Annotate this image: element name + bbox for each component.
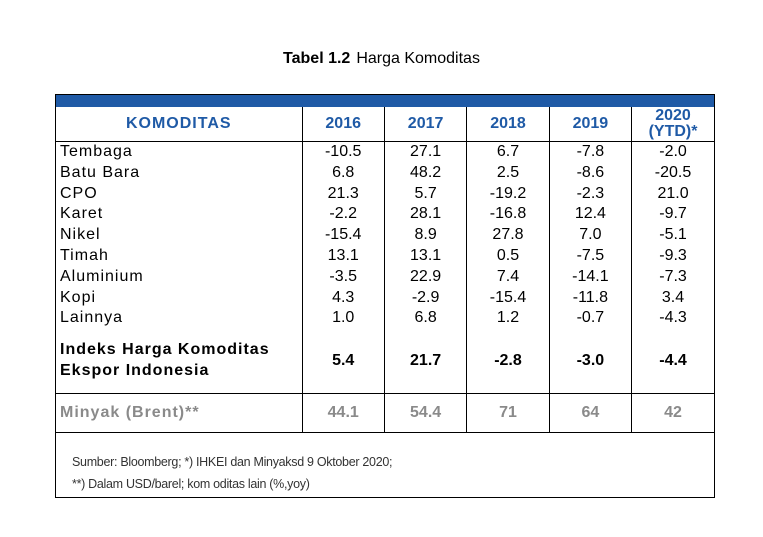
value-cell: -0.7 — [548, 308, 632, 330]
header-cell: 2018 — [466, 107, 550, 142]
value-cell: -9.7 — [631, 204, 714, 226]
table-header-row: KOMODITAS 2016 2017 2018 2019 2020 (YTD)… — [56, 107, 714, 142]
value-cell: 22.9 — [383, 266, 467, 288]
value-cell: 71 — [466, 393, 550, 434]
commodity-name-cell: Kopi — [60, 288, 97, 306]
source-line-1: Sumber: Bloomberg; *) IHKEI dan Minyaksd… — [72, 455, 393, 469]
value-cell: 6.7 — [466, 141, 550, 163]
commodity-table-frame: KOMODITAS 2016 2017 2018 2019 2020 (YTD)… — [55, 94, 715, 498]
commodity-name-cell: Minyak (Brent)** — [56, 393, 303, 434]
value-cell: 12.4 — [548, 204, 632, 226]
table-row: Timah 13.1 13.1 0.5 -7.5 -9.3 — [56, 245, 714, 267]
value-cell: -2.3 — [548, 183, 632, 205]
value-cell: 2.5 — [466, 162, 550, 184]
composite-row: Indeks Harga Komoditas Ekspor Indonesia 5… — [56, 329, 714, 395]
value-cell: 21.3 — [301, 183, 385, 205]
value-cell: 28.1 — [383, 204, 467, 226]
value-cell: 1.0 — [301, 308, 385, 330]
table-row: Kopi 4.3 -2.9 -15.4 -11.8 3.4 — [56, 287, 714, 309]
value-cell: -5.1 — [631, 225, 714, 246]
value-cell: -2.0 — [631, 141, 714, 163]
value-cell: -7.5 — [548, 245, 632, 267]
value-cell: 6.8 — [383, 308, 467, 330]
value-cell: 27.1 — [383, 141, 467, 163]
value-cell: 5.7 — [383, 183, 467, 205]
commodity-name-cell: Nikel — [60, 226, 101, 244]
value-cell: 7.0 — [548, 225, 632, 246]
table-row: Lainnya 1.0 6.8 1.2 -0.7 -4.3 — [56, 308, 714, 330]
value-cell: -9.3 — [631, 245, 714, 267]
value-cell: -3.0 — [548, 329, 632, 395]
caption-number: Tabel 1.2 — [283, 50, 351, 67]
value-cell: 27.8 — [466, 225, 550, 246]
value-cell: -16.8 — [466, 204, 550, 226]
value-cell: 8.9 — [383, 225, 467, 246]
value-cell: 64 — [548, 393, 632, 434]
table-row: Batu Bara 6.8 48.2 2.5 -8.6 -20.5 — [56, 162, 714, 184]
caption-title: Harga Komoditas — [356, 50, 480, 67]
value-cell: -10.5 — [301, 141, 385, 163]
value-cell: -2.2 — [301, 204, 385, 226]
header-cell: KOMODITAS — [56, 107, 303, 142]
value-cell: 1.2 — [466, 308, 550, 330]
commodity-name-cell: CPO — [60, 184, 98, 202]
value-cell: 13.1 — [383, 245, 467, 267]
header-cell: 2016 — [301, 107, 385, 142]
commodity-name-cell: Batu Bara — [60, 163, 141, 181]
source-note: Sumber: Bloomberg; *) IHKEI dan Minyaksd… — [72, 451, 392, 495]
value-cell: -2.9 — [383, 287, 467, 309]
commodity-name-cell: Tembaga — [60, 143, 133, 160]
value-cell: -7.3 — [631, 266, 714, 288]
value-cell: -11.8 — [548, 287, 632, 309]
value-cell: -2.8 — [466, 329, 550, 395]
header-cell: 2020 (YTD)* — [631, 107, 714, 142]
value-cell: -3.5 — [301, 266, 385, 288]
value-cell: -4.4 — [631, 329, 714, 395]
header-cell: 2017 — [383, 107, 467, 142]
commodity-name-cell: Timah — [60, 246, 109, 264]
value-cell: 42 — [631, 393, 714, 434]
table-top-bar — [56, 95, 714, 107]
value-cell: -7.8 — [548, 141, 632, 163]
table-row: Karet -2.2 28.1 -16.8 12.4 -9.7 — [56, 204, 714, 226]
value-cell: 21.0 — [631, 183, 714, 205]
value-cell: 13.1 — [301, 245, 385, 267]
commodity-name-cell: Karet — [60, 205, 104, 223]
value-cell: 48.2 — [383, 162, 467, 184]
value-cell: 44.1 — [301, 393, 385, 434]
value-cell: -15.4 — [466, 287, 550, 309]
header-cell: 2019 — [548, 107, 632, 142]
value-cell: 0.5 — [466, 245, 550, 267]
table-row: CPO 21.3 5.7 -19.2 -2.3 21.0 — [56, 183, 714, 205]
value-cell: -20.5 — [631, 162, 714, 184]
source-line-2: **) Dalam USD/barel; kom oditas lain (%,… — [72, 477, 310, 491]
value-cell: 21.7 — [383, 329, 467, 395]
table-caption: Tabel 1.2 Harga Komoditas — [0, 50, 763, 68]
table-row: Tembaga -10.5 27.1 6.7 -7.8 -2.0 — [56, 141, 714, 163]
value-cell: 4.3 — [301, 287, 385, 309]
value-cell: -4.3 — [631, 308, 714, 330]
table-row: Aluminium -3.5 22.9 7.4 -14.1 -7.3 — [56, 266, 714, 288]
oil-row: Minyak (Brent)** 44.1 54.4 71 64 42 — [56, 393, 714, 434]
header-cell-text: 2020 (YTD)* — [648, 107, 698, 140]
value-cell: 3.4 — [631, 287, 714, 309]
value-cell: -19.2 — [466, 183, 550, 205]
value-cell: 6.8 — [301, 162, 385, 184]
value-cell: -14.1 — [548, 266, 632, 288]
value-cell: -8.6 — [548, 162, 632, 184]
commodity-name-cell: Aluminium — [60, 267, 144, 285]
commodity-price-table: KOMODITAS 2016 2017 2018 2019 2020 (YTD)… — [56, 107, 714, 434]
value-cell: -15.4 — [301, 225, 385, 246]
value-cell: 7.4 — [466, 266, 550, 288]
commodity-name-cell: Lainnya — [60, 309, 124, 327]
value-cell: 5.4 — [301, 329, 385, 395]
commodity-name-cell: Indeks Harga Komoditas Ekspor Indonesia — [56, 329, 303, 395]
table-row: Nikel -15.4 8.9 27.8 7.0 -5.1 — [56, 225, 714, 246]
value-cell: 54.4 — [383, 393, 467, 434]
